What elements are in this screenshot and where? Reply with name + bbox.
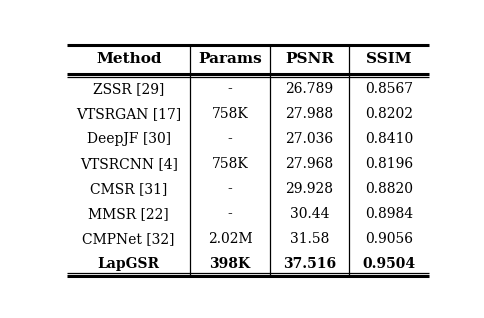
Text: -: - <box>227 132 232 146</box>
Text: -: - <box>227 207 232 221</box>
Text: VTSRCNN [4]: VTSRCNN [4] <box>80 157 178 171</box>
Text: 29.928: 29.928 <box>286 182 333 196</box>
Text: VTSRGAN [17]: VTSRGAN [17] <box>76 107 182 121</box>
Text: 0.8820: 0.8820 <box>365 182 413 196</box>
Text: 27.988: 27.988 <box>286 107 333 121</box>
Text: CMSR [31]: CMSR [31] <box>90 182 167 196</box>
Text: PSNR: PSNR <box>285 52 334 66</box>
Text: CMPNet [32]: CMPNet [32] <box>82 232 175 246</box>
Text: -: - <box>227 182 232 196</box>
Text: 398K: 398K <box>210 257 251 271</box>
Text: 758K: 758K <box>212 157 248 171</box>
Text: 0.8410: 0.8410 <box>365 132 413 146</box>
Text: 0.9056: 0.9056 <box>365 232 413 246</box>
Text: 27.036: 27.036 <box>286 132 333 146</box>
Text: DeepJF [30]: DeepJF [30] <box>87 132 171 146</box>
Text: 0.9504: 0.9504 <box>363 257 416 271</box>
Text: 0.8202: 0.8202 <box>365 107 413 121</box>
Text: -: - <box>227 82 232 96</box>
Text: Params: Params <box>198 52 262 66</box>
Text: 30.44: 30.44 <box>290 207 329 221</box>
Text: 0.8196: 0.8196 <box>365 157 413 171</box>
Text: MMSR [22]: MMSR [22] <box>89 207 169 221</box>
Text: 37.516: 37.516 <box>283 257 336 271</box>
Text: SSIM: SSIM <box>366 52 412 66</box>
Text: LapGSR: LapGSR <box>98 257 160 271</box>
Text: Method: Method <box>96 52 162 66</box>
Text: 0.8567: 0.8567 <box>365 82 413 96</box>
Text: 758K: 758K <box>212 107 248 121</box>
Text: 2.02M: 2.02M <box>208 232 252 246</box>
Text: 31.58: 31.58 <box>290 232 329 246</box>
Text: 26.789: 26.789 <box>286 82 333 96</box>
Text: 0.8984: 0.8984 <box>365 207 413 221</box>
Text: ZSSR [29]: ZSSR [29] <box>93 82 165 96</box>
Text: 27.968: 27.968 <box>286 157 333 171</box>
